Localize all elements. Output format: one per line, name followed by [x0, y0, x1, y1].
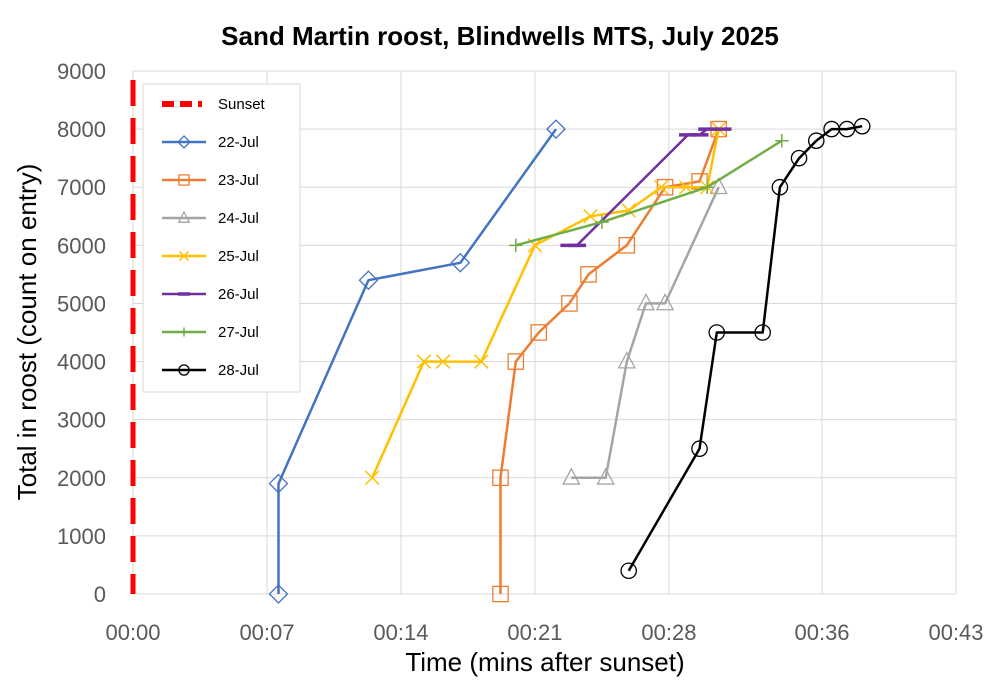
data-point-23-jul	[530, 324, 548, 341]
legend-item-24-jul: 24-Jul	[162, 210, 259, 227]
legend-item-28-jul: 28-Jul	[162, 362, 259, 379]
data-point-27-jul	[595, 215, 609, 229]
series-line-24-jul	[571, 186, 720, 480]
x-tick-label: 00:28	[641, 620, 696, 645]
data-point-23-jul	[492, 585, 509, 603]
legend-label: 25-Jul	[218, 248, 259, 265]
series-26-jul	[560, 127, 732, 248]
legend-swatch-marker	[177, 135, 191, 149]
legend: Sunset 22-Jul 23-Jul 24-Jul 25-Jul 26-Jul 27-J…	[142, 83, 301, 393]
series-line-22-jul	[277, 128, 558, 594]
legend-label: 28-Jul	[218, 362, 259, 379]
data-point-23-jul	[561, 295, 578, 312]
legend-item-22-jul: 22-Jul	[162, 134, 259, 151]
y-tick-label: 8000	[57, 117, 106, 142]
data-point-28-jul	[620, 562, 638, 580]
series-25-jul	[364, 121, 726, 486]
y-tick-label: 7000	[57, 175, 106, 200]
x-axis-title: Time (mins after sunset)	[405, 647, 684, 677]
data-point-23-jul	[618, 237, 636, 254]
y-tick-label: 5000	[57, 291, 106, 316]
legend-label: Sunset	[218, 96, 266, 113]
y-tick-label: 0	[94, 582, 106, 607]
data-point-28-jul	[853, 117, 871, 135]
data-point-27-jul	[509, 238, 523, 253]
data-point-24-jul	[636, 293, 656, 311]
series-22-jul	[268, 119, 566, 604]
legend-swatch-marker	[177, 210, 191, 223]
x-tick-label: 00:21	[507, 620, 562, 645]
legend-item-23-jul: 23-Jul	[162, 172, 259, 189]
legend-label: 22-Jul	[218, 134, 259, 151]
data-point-25-jul	[435, 354, 451, 369]
legend-label: 27-Jul	[218, 324, 259, 341]
data-point-28-jul	[691, 440, 708, 458]
series-27-jul	[509, 133, 789, 253]
legend-label: 24-Jul	[218, 210, 259, 227]
data-point-25-jul	[416, 354, 432, 369]
data-point-28-jul	[771, 178, 789, 196]
legend-swatch-marker	[178, 250, 190, 262]
data-point-25-jul	[474, 354, 489, 369]
series-28-jul	[620, 117, 871, 580]
x-tick-label: 00:14	[373, 620, 428, 645]
data-point-22-jul	[358, 270, 379, 291]
data-point-24-jul	[709, 176, 728, 195]
data-point-23-jul	[507, 353, 525, 370]
legend-swatch-marker	[178, 364, 190, 376]
data-point-22-jul	[268, 473, 289, 494]
legend-label: 23-Jul	[218, 172, 259, 189]
legend-label: 26-Jul	[218, 286, 259, 303]
y-axis-title: Total in roost (count on entry)	[12, 164, 42, 501]
chart-title: Sand Martin roost, Blindwells MTS, July …	[221, 21, 779, 51]
data-point-28-jul	[708, 324, 726, 341]
x-tick-label: 00:00	[105, 620, 160, 645]
data-point-28-jul	[790, 149, 808, 167]
series-group	[268, 117, 871, 604]
legend-item-sunset: Sunset	[162, 96, 266, 113]
x-tick-label: 00:36	[794, 620, 849, 645]
y-tick-label: 1000	[57, 524, 106, 549]
legend-box	[142, 83, 301, 393]
x-tick-label: 00:07	[239, 620, 294, 645]
data-point-22-jul	[268, 584, 289, 604]
legend-swatch-marker	[178, 174, 190, 186]
data-point-24-jul	[562, 467, 581, 485]
legend-swatch-marker	[179, 327, 189, 337]
legend-item-27-jul: 27-Jul	[162, 324, 259, 341]
y-tick-label: 6000	[57, 233, 106, 258]
data-point-28-jul	[807, 132, 825, 150]
data-point-24-jul	[655, 293, 675, 311]
data-point-28-jul	[754, 324, 771, 341]
y-tick-label: 9000	[57, 59, 106, 84]
series-line-27-jul	[515, 139, 783, 247]
data-point-22-jul	[450, 252, 471, 273]
data-point-22-jul	[546, 119, 566, 140]
x-tick-label: 00:43	[928, 620, 983, 645]
data-point-23-jul	[492, 469, 509, 487]
legend-item-26-jul: 26-Jul	[162, 286, 259, 303]
data-point-27-jul	[700, 180, 714, 194]
data-point-24-jul	[596, 467, 615, 485]
y-tick-label: 4000	[57, 350, 106, 375]
legend-item-25-jul: 25-Jul	[162, 248, 259, 265]
data-point-25-jul	[653, 179, 669, 195]
data-point-27-jul	[775, 133, 789, 148]
y-tick-label: 2000	[57, 466, 106, 491]
data-point-25-jul	[364, 470, 380, 486]
data-point-25-jul	[583, 208, 598, 224]
series-24-jul	[562, 176, 728, 485]
y-tick-label: 3000	[57, 408, 106, 433]
tick-labels: 0 1000 2000 3000 4000 5000 6000 7000 8000 9000 00:…	[57, 59, 983, 645]
data-point-24-jul	[617, 351, 636, 369]
data-point-23-jul	[580, 266, 597, 283]
